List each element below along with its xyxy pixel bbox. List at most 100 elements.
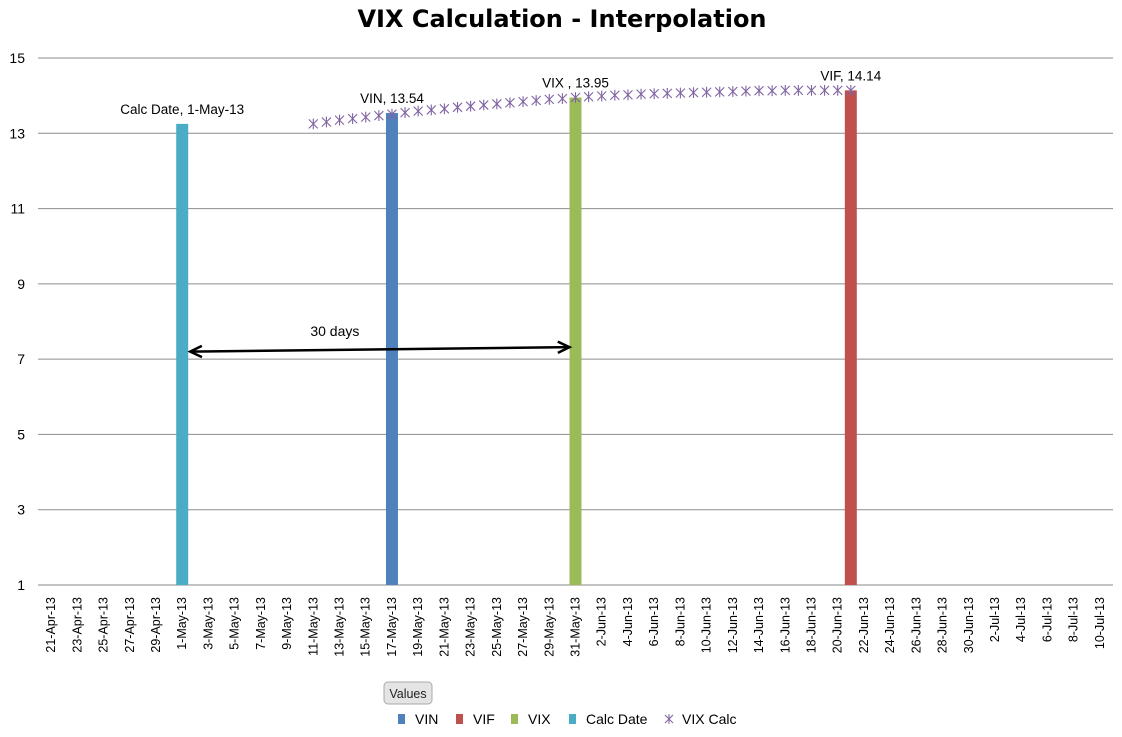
vix-calc-point: [478, 99, 489, 111]
arrow-line: [190, 345, 570, 353]
bar-vix: [569, 97, 582, 586]
arrow-head: [187, 344, 203, 359]
vix-calc-point: [701, 86, 712, 98]
vix-calc-point: [727, 86, 738, 97]
vix-calc-point: [780, 84, 791, 96]
vix-calc-point: [570, 92, 581, 103]
legend: VIN VIF VIX Calc Date VIX Calc: [398, 711, 736, 727]
x-tick-label: 4-Jun-13: [621, 597, 635, 646]
vix-calc-point: [636, 88, 646, 100]
annotation-30-days: 30 days: [310, 323, 359, 339]
y-tick-label: 11: [10, 201, 25, 217]
bar-vif: [844, 90, 857, 585]
y-tick-label: 5: [17, 426, 25, 442]
vix-calc-point: [321, 116, 332, 128]
x-tick-label: 27-Apr-13: [123, 597, 137, 653]
x-tick-label: 13-May-13: [333, 597, 347, 657]
data-labels: VIN, 13.54 VIF, 14.14 VIX , 13.95 Calc Date…: [120, 68, 881, 117]
vix-calc-point: [505, 97, 515, 109]
x-tick-label: 25-Apr-13: [97, 597, 111, 653]
x-tick-label: 2-Jul-13: [988, 597, 1002, 642]
legend-swatch-vix-calc: [664, 714, 674, 724]
vix-calc-point: [596, 90, 607, 102]
x-tick-label: 6-Jun-13: [647, 597, 661, 646]
x-tick-label: 21-May-13: [437, 597, 451, 657]
vix-calc-point: [465, 100, 476, 112]
x-tick-label: 19-May-13: [411, 597, 425, 657]
legend-swatch-vin: [398, 714, 405, 724]
legend-label-calc-date: Calc Date: [586, 711, 648, 727]
data-label-vif: VIF, 14.14: [820, 68, 881, 83]
x-tick-label: 15-May-13: [359, 597, 373, 657]
chart-title: VIX Calculation - Interpolation: [357, 5, 766, 33]
x-tick-label: 24-Jun-13: [883, 597, 897, 653]
x-tick-label: 25-May-13: [490, 597, 504, 657]
vix-calc-point: [426, 104, 437, 116]
vix-calc-point: [583, 91, 594, 103]
vix-calc-point: [491, 98, 502, 110]
x-tick-label: 14-Jun-13: [752, 597, 766, 653]
legend-swatch-vif: [456, 714, 463, 724]
vix-calc-point: [518, 96, 528, 108]
x-tick-label: 9-May-13: [280, 597, 294, 650]
legend-label-vif: VIF: [473, 711, 495, 727]
x-tick-label: 11-May-13: [306, 597, 320, 656]
x-tick-label: 3-May-13: [201, 597, 215, 650]
vix-calc-point: [413, 105, 424, 117]
y-tick-label: 15: [9, 50, 25, 66]
x-tick-label: 22-Jun-13: [857, 597, 871, 653]
annotations: 30 days: [187, 323, 573, 359]
vix-calc-point: [741, 85, 751, 97]
x-tick-label: 21-Apr-13: [44, 597, 58, 653]
data-label-vin: VIN, 13.54: [360, 91, 424, 106]
vix-calc-point: [360, 111, 371, 123]
y-tick-label: 1: [17, 577, 25, 593]
vix-calc-point: [767, 85, 778, 97]
vix-calc-point: [675, 87, 686, 99]
x-tick-label: 5-May-13: [228, 597, 242, 650]
x-tick-label: 17-May-13: [385, 597, 399, 657]
x-tick-label: 31-May-13: [569, 597, 583, 657]
y-tick-label: 3: [17, 502, 25, 518]
x-tick-label: 27-May-13: [516, 597, 530, 657]
x-tick-label: 30-Jun-13: [962, 597, 976, 653]
x-tick-label: 8-Jun-13: [673, 597, 687, 646]
y-tick-label: 7: [17, 351, 25, 367]
x-tick-label: 26-Jun-13: [909, 597, 923, 653]
x-tick-label: 7-May-13: [254, 597, 268, 650]
vix-calc-point: [557, 93, 568, 105]
vix-calc-point: [544, 94, 555, 105]
bar-calc-date: [176, 123, 189, 585]
x-tick-label: 23-May-13: [464, 597, 478, 657]
x-tick-label: 1-May-13: [175, 597, 189, 650]
bars: [176, 90, 857, 586]
x-tick-label: 29-Apr-13: [149, 597, 163, 653]
vix-calc-point: [452, 101, 463, 113]
legend-values-button[interactable]: Values: [383, 681, 433, 705]
vix-calc-point: [609, 89, 620, 101]
legend-swatch-vix: [511, 714, 518, 724]
vix-calc-point: [714, 86, 725, 98]
vix-calc-point: [308, 118, 319, 130]
vix-calc-point: [400, 107, 410, 118]
vix-calc-point: [373, 110, 384, 121]
x-tick-label: 20-Jun-13: [831, 597, 845, 653]
x-axis: 21-Apr-13 23-Apr-13 25-Apr-13 27-Apr-13 29-A…: [44, 597, 1107, 657]
y-tick-label: 9: [17, 276, 25, 292]
data-label-vix: VIX , 13.95: [542, 76, 609, 91]
vix-calc-points: [308, 84, 856, 130]
data-label-calc-date: Calc Date, 1-May-13: [120, 102, 244, 117]
vix-calc-point: [662, 87, 673, 99]
x-tick-label: 16-Jun-13: [778, 597, 792, 653]
x-tick-label: 23-Apr-13: [70, 597, 84, 653]
x-tick-label: 8-Jul-13: [1067, 597, 1081, 642]
vix-calc-point: [819, 84, 830, 96]
x-tick-label: 29-May-13: [542, 597, 556, 657]
x-tick-label: 10-Jun-13: [700, 597, 714, 653]
vix-calc-point: [531, 95, 542, 106]
x-tick-label: 18-Jun-13: [804, 597, 818, 653]
legend-label-vix-calc: VIX Calc: [682, 711, 736, 727]
vix-calc-point: [754, 85, 764, 97]
